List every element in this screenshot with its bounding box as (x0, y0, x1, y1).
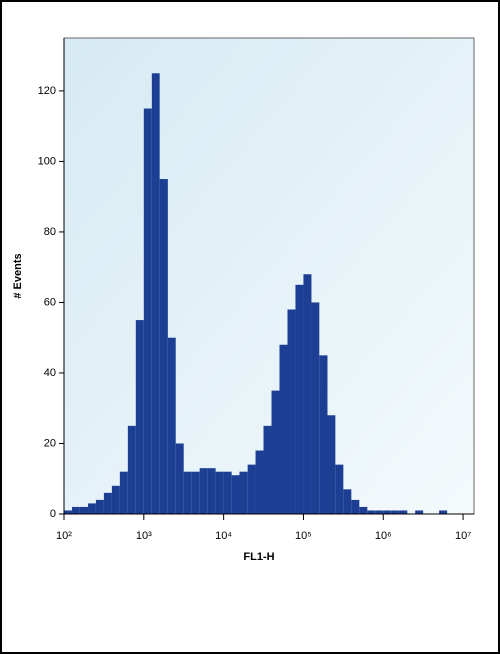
bar (207, 468, 216, 514)
bar (239, 471, 248, 514)
bar (271, 390, 280, 514)
bar (135, 320, 144, 514)
y-tick-label: 0 (50, 508, 56, 520)
bar (95, 499, 104, 514)
bar (359, 506, 368, 514)
x-tick-label: 10² (56, 530, 72, 542)
bar (319, 355, 328, 514)
bar (215, 471, 224, 514)
bar (127, 425, 136, 514)
bar (343, 489, 352, 514)
bar (151, 73, 160, 514)
x-tick-label: 10⁴ (215, 530, 232, 542)
bar (263, 425, 272, 514)
bar (399, 510, 408, 514)
bar (279, 344, 288, 514)
bar (143, 108, 152, 514)
bar (103, 492, 112, 514)
bar (119, 471, 128, 514)
bar (167, 337, 176, 514)
bar (247, 464, 256, 514)
bar (439, 510, 448, 514)
y-tick-label: 100 (38, 155, 56, 167)
x-tick-label: 10⁶ (375, 530, 392, 542)
bar (311, 302, 320, 514)
x-tick-label: 10⁷ (455, 530, 471, 542)
bar (255, 450, 264, 514)
bar (191, 471, 200, 514)
bar (111, 485, 120, 514)
bar (375, 510, 384, 514)
bar (351, 499, 360, 514)
x-tick-label: 10³ (136, 530, 152, 542)
y-tick-label: 20 (44, 437, 56, 449)
bar (391, 510, 400, 514)
bar (303, 274, 312, 514)
bar (64, 510, 73, 514)
y-tick-label: 120 (38, 85, 56, 97)
bar (183, 471, 192, 514)
y-tick-label: 60 (44, 296, 56, 308)
bar (295, 284, 304, 514)
y-tick-label: 80 (44, 226, 56, 238)
bar (327, 415, 336, 514)
x-tick-label: 10⁵ (295, 530, 312, 542)
y-tick-label: 40 (44, 367, 56, 379)
bar (199, 468, 208, 514)
bar (223, 471, 232, 514)
bar (231, 475, 240, 514)
bar (72, 506, 80, 514)
bar (383, 510, 392, 514)
bar (159, 179, 168, 514)
bar (79, 506, 89, 514)
bar (335, 464, 344, 514)
bar (287, 309, 296, 514)
bar (88, 503, 96, 514)
bar (175, 443, 184, 514)
x-axis-label: FL1-H (243, 551, 274, 563)
y-axis-label: # Events (12, 253, 24, 298)
bar (415, 510, 424, 514)
bar (367, 510, 376, 514)
